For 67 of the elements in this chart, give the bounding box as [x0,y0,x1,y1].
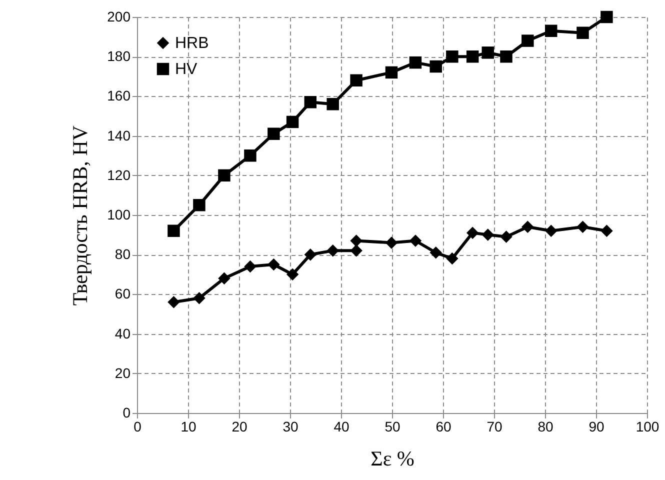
y-tick-label: 140 [107,127,131,144]
point [218,169,230,182]
point [522,220,534,234]
point [576,26,589,39]
point [218,272,230,284]
point [304,96,317,108]
x-tick-label: 80 [538,418,554,434]
y-tick-label: 80 [114,246,131,262]
point [326,98,339,110]
point [268,258,280,271]
y-tick-label: 100 [107,206,131,222]
point [350,244,362,257]
point [600,224,613,237]
point [500,50,512,63]
point [326,244,339,257]
x-tick-label: 10 [180,418,196,434]
point [286,268,299,281]
legend-label: HV [175,61,198,78]
y-tick-label: 0 [122,404,131,420]
y-tick-label: 40 [114,325,131,342]
x-tick-label: 70 [486,418,502,434]
point [409,56,422,69]
point [244,260,256,273]
y-tick-label: 160 [107,88,131,104]
x-axis-title: Σε % [370,446,414,470]
x-tick-label: 50 [384,418,400,434]
point [466,226,479,239]
x-tick-label: 100 [636,418,660,434]
x-tick-label: 30 [282,418,298,434]
point [350,234,362,247]
point [544,24,558,37]
point [268,128,280,140]
point [446,252,458,265]
x-tick-label: 90 [588,418,604,434]
point [466,50,479,63]
y-tick-label: 60 [114,286,131,302]
legend-label: HRB [175,35,209,52]
point [500,230,512,243]
point [430,60,442,73]
point [385,66,398,79]
point [446,50,458,63]
point [304,248,317,261]
point [482,228,494,241]
point [409,234,422,247]
y-tick-label: 200 [107,8,131,24]
point [482,46,494,59]
point [244,149,256,162]
point [576,220,589,234]
x-tick-label: 0 [134,418,142,434]
y-tick-label: 180 [107,48,131,64]
point [430,246,442,259]
y-tick-label: 120 [107,166,131,183]
y-axis-title: Твердость HRB, HV [68,125,92,306]
y-tick-label: 20 [114,364,131,381]
point [168,224,180,237]
point [193,292,206,304]
point [385,236,398,249]
x-tick-label: 40 [334,418,350,434]
x-tick-label: 60 [436,418,452,434]
point [350,74,362,86]
x-tick-label: 20 [232,418,248,434]
point [600,10,613,24]
point [544,224,558,237]
point [286,116,299,128]
point [168,296,180,308]
point [522,34,534,47]
point [193,198,206,212]
